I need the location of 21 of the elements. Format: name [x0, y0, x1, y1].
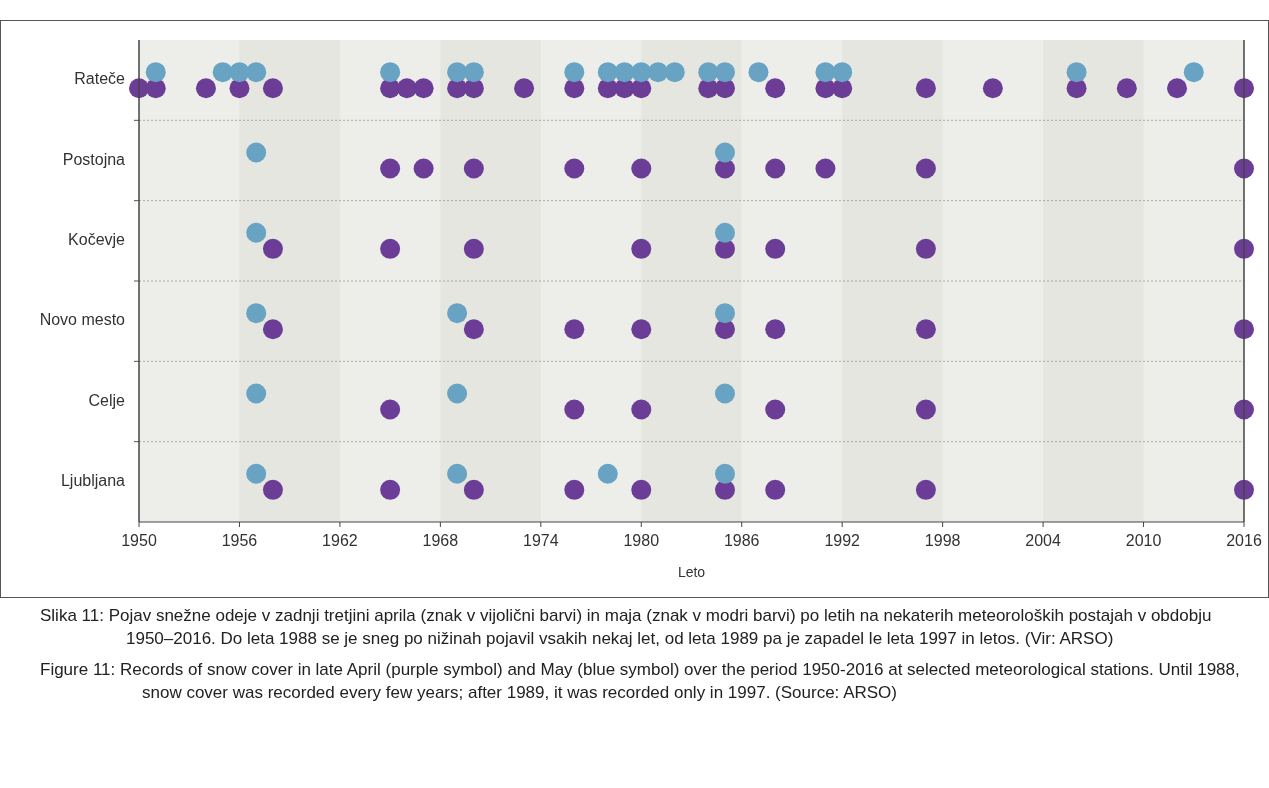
x-tick-label: 2016	[1226, 532, 1262, 549]
x-tick-label: 1980	[623, 532, 660, 549]
x-axis-title: Leto	[677, 564, 706, 580]
y-tick-label: Rateče	[74, 70, 126, 88]
x-tick-label: 1998	[924, 532, 961, 549]
y-tick-label: Kočevje	[68, 231, 126, 249]
text: Slika 11: Pojav snežne odeje v zadnji tretjini aprila (znak v vijolični barvi) in maja (znak v modri barvi) po letih na nekaterih meteoroloških postajah v obdobju 1950–2016. Do leta 1988 se je sneg po nižinah pojavil vsakih nekaj let, od leta 1989 pa je zapadel le leta 1997 in letos. (Vir: ARSO)	[40, 605, 1213, 650]
y-tick-label: Postojna	[62, 150, 126, 168]
x-tick-label: 1956	[221, 532, 258, 549]
y-tick-label: Novo mesto	[39, 311, 126, 329]
x-tick-label: 1974	[523, 532, 559, 549]
x-tick-label: 1950	[121, 532, 157, 549]
x-tick-label: 1962	[322, 532, 358, 549]
caption: Figure 11: Records of snow cover in late April (purple symbol) and May (blue symbol) over the period 1950-2016 at selected meteorological stations. Until 1988, snow cover was recorded every few years; after 1989, it was recorded only in 1997. (Source: ARSO)	[40, 659, 1241, 704]
y-tick-label: Celje	[88, 391, 126, 409]
x-tick-label: 2010	[1125, 532, 1162, 549]
x-tick-label: 2004	[1025, 532, 1061, 549]
x-tick-label: 1968	[422, 532, 459, 549]
x-tick-label: 1986	[723, 532, 760, 549]
x-tick-label: 1992	[824, 532, 861, 549]
y-tick-label: Ljubljana	[60, 472, 126, 490]
